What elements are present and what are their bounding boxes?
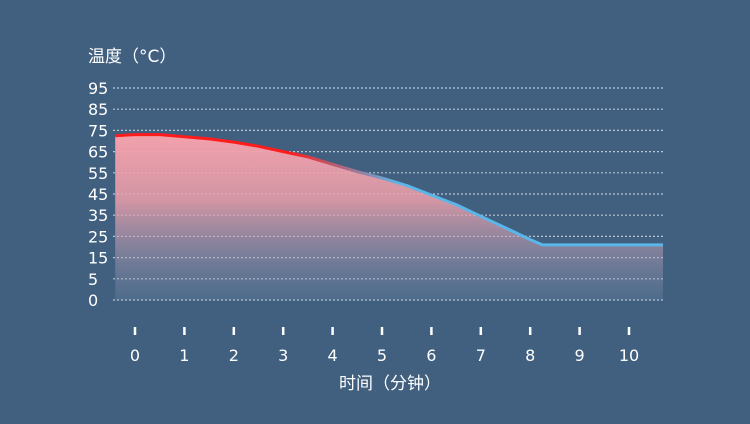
x-axis-ticks: 0 1 2 3 4 5 6 7 8 9 10 [130, 327, 639, 365]
y-tick-label: 65 [88, 143, 108, 162]
x-tick-label: 2 [229, 346, 239, 365]
x-tick-label: 7 [476, 346, 486, 365]
x-tick-label: 3 [278, 346, 288, 365]
temperature-line [115, 133, 663, 247]
x-tick-label: 5 [377, 346, 387, 365]
x-tick-label: 9 [575, 346, 585, 365]
temperature-area [115, 134, 663, 300]
y-tick-label: 35 [88, 206, 108, 225]
y-tick-label: 55 [88, 164, 108, 183]
y-tick-label: 0 [88, 291, 98, 310]
y-tick-label: 25 [88, 227, 108, 246]
y-tick-label: 5 [88, 270, 98, 289]
y-tick-label: 75 [88, 121, 108, 140]
y-tick-label: 85 [88, 100, 108, 119]
x-axis-label: 时间（分钟） [339, 374, 441, 394]
y-axis-ticks: 0 5 15 25 35 45 55 65 75 85 95 [88, 79, 108, 310]
y-tick-label: 45 [88, 185, 108, 204]
y-tick-label: 95 [88, 79, 108, 98]
x-tick-label: 1 [179, 346, 189, 365]
y-tick-label: 15 [88, 249, 108, 268]
x-tick-label: 4 [328, 346, 338, 365]
y-axis-label: 温度（°C） [88, 47, 176, 67]
x-tick-label: 8 [525, 346, 535, 365]
x-tick-label: 6 [426, 346, 436, 365]
x-tick-label: 0 [130, 346, 140, 365]
x-tick-label: 10 [619, 346, 639, 365]
